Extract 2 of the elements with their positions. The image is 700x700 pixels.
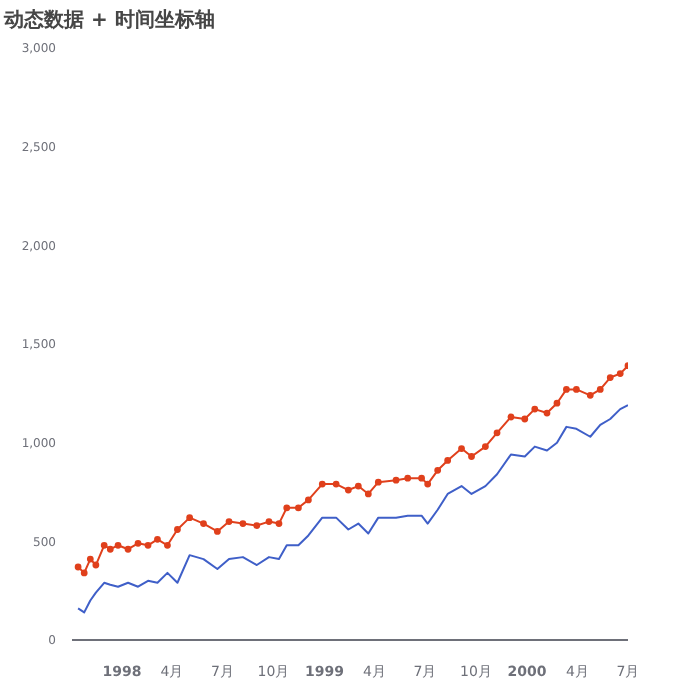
chart-title: 动态数据 + 时间坐标轴 bbox=[4, 7, 215, 34]
line-series bbox=[77, 404, 628, 614]
